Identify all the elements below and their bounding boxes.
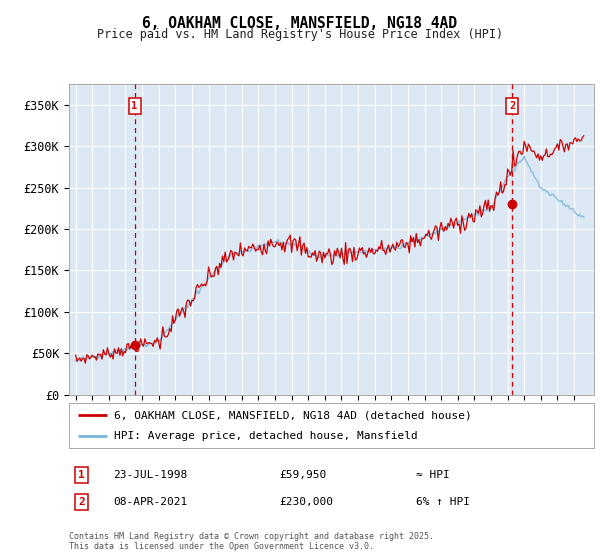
Text: 2: 2	[509, 101, 515, 111]
Text: 6% ↑ HPI: 6% ↑ HPI	[415, 497, 470, 507]
Text: 2: 2	[79, 497, 85, 507]
Text: £59,950: £59,950	[279, 470, 326, 480]
Text: 6, OAKHAM CLOSE, MANSFIELD, NG18 4AD: 6, OAKHAM CLOSE, MANSFIELD, NG18 4AD	[143, 16, 458, 31]
Text: ≈ HPI: ≈ HPI	[415, 470, 449, 480]
Text: 1: 1	[131, 101, 138, 111]
Text: HPI: Average price, detached house, Mansfield: HPI: Average price, detached house, Mans…	[113, 431, 418, 441]
Text: 6, OAKHAM CLOSE, MANSFIELD, NG18 4AD (detached house): 6, OAKHAM CLOSE, MANSFIELD, NG18 4AD (de…	[113, 410, 472, 421]
Text: 08-APR-2021: 08-APR-2021	[113, 497, 188, 507]
Text: 23-JUL-1998: 23-JUL-1998	[113, 470, 188, 480]
Text: £230,000: £230,000	[279, 497, 333, 507]
Text: Price paid vs. HM Land Registry's House Price Index (HPI): Price paid vs. HM Land Registry's House …	[97, 28, 503, 41]
Text: 1: 1	[79, 470, 85, 480]
Text: Contains HM Land Registry data © Crown copyright and database right 2025.
This d: Contains HM Land Registry data © Crown c…	[69, 532, 434, 552]
